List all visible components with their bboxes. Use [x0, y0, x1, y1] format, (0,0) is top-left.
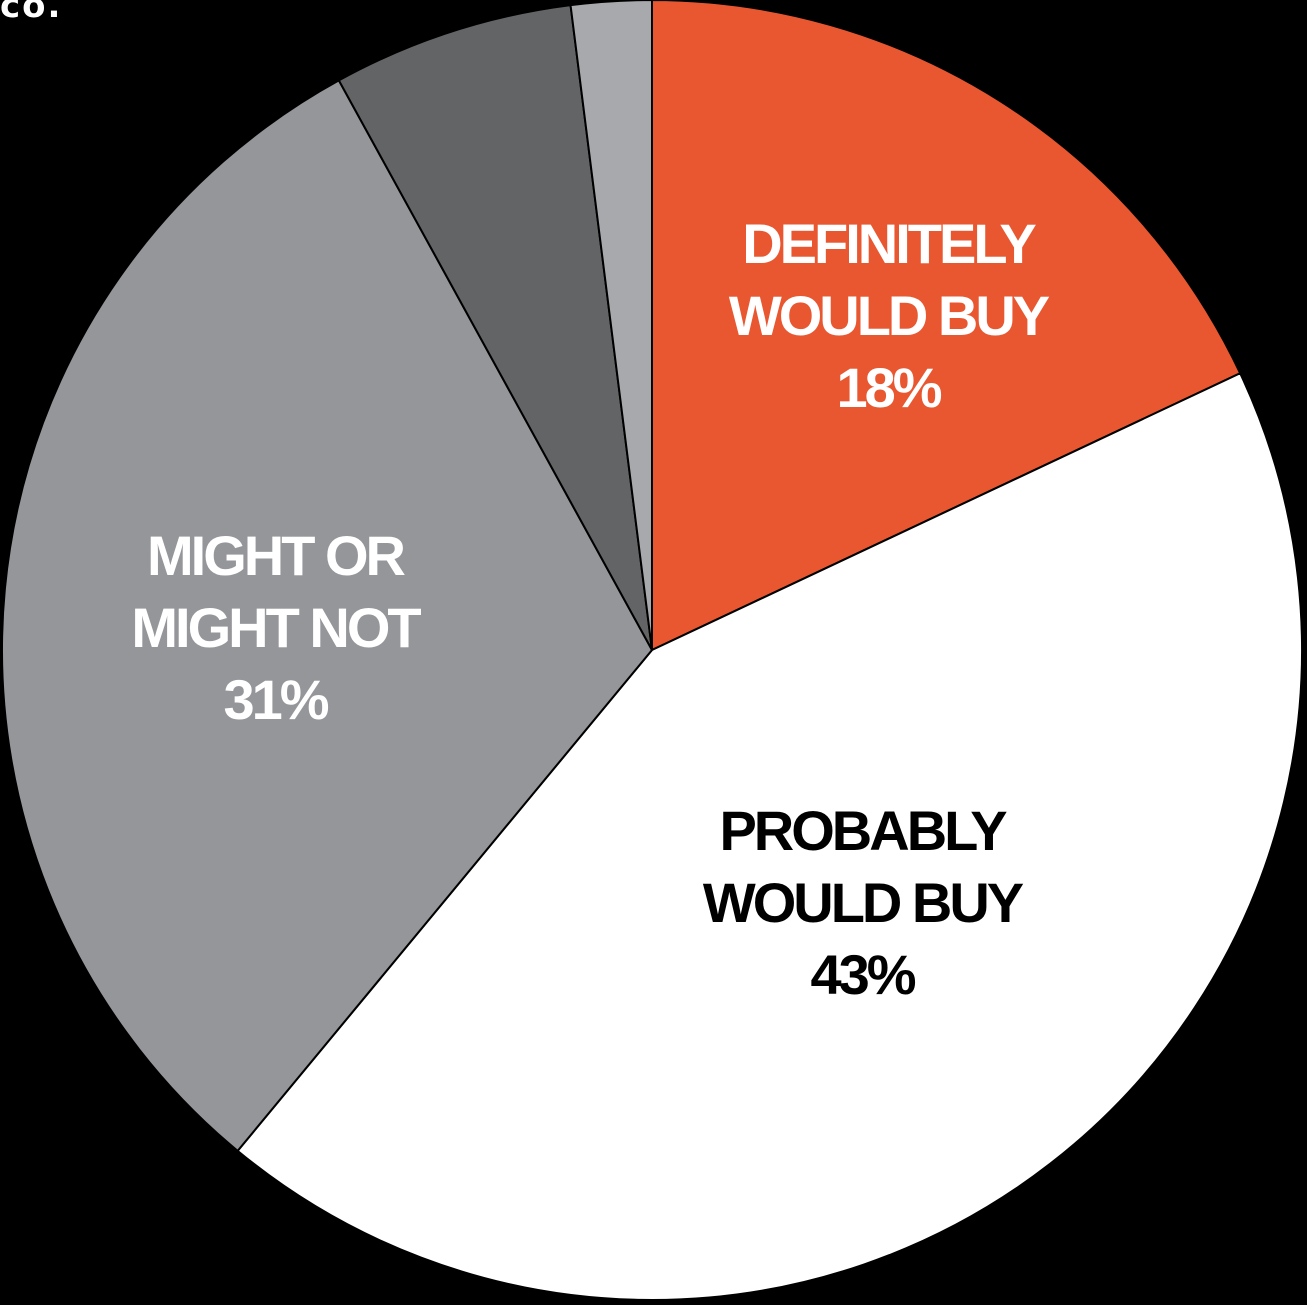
pie-slice-4 — [569, 0, 653, 651]
pie-slice-2 — [1, 79, 654, 1153]
slice-label-1-line-1: WOULD BUY — [703, 871, 1024, 934]
slice-value-label-1: 43% — [810, 943, 915, 1006]
pie-slice-3 — [337, 4, 653, 651]
slice-label-2-line-0: MIGHT OR — [147, 524, 406, 587]
pie-slice-1 — [236, 371, 1303, 1301]
corner-text: co. — [0, 0, 63, 26]
pie-slice-0 — [651, 0, 1242, 652]
pie-labels: DEFINITELY WOULD BUY 18% PROBABLY WOULD BUY 4… — [131, 212, 1052, 1006]
slice-label-1-line-0: PROBABLY — [719, 799, 1007, 862]
slice-label-0-line-1: WOULD BUY — [729, 284, 1050, 347]
slice-label-0-line-0: DEFINITELY — [742, 212, 1036, 275]
slice-value-label-2: 31% — [223, 668, 328, 731]
slice-label-2-line-1: MIGHT NOT — [131, 596, 421, 659]
slice-value-label-0: 18% — [836, 356, 941, 419]
